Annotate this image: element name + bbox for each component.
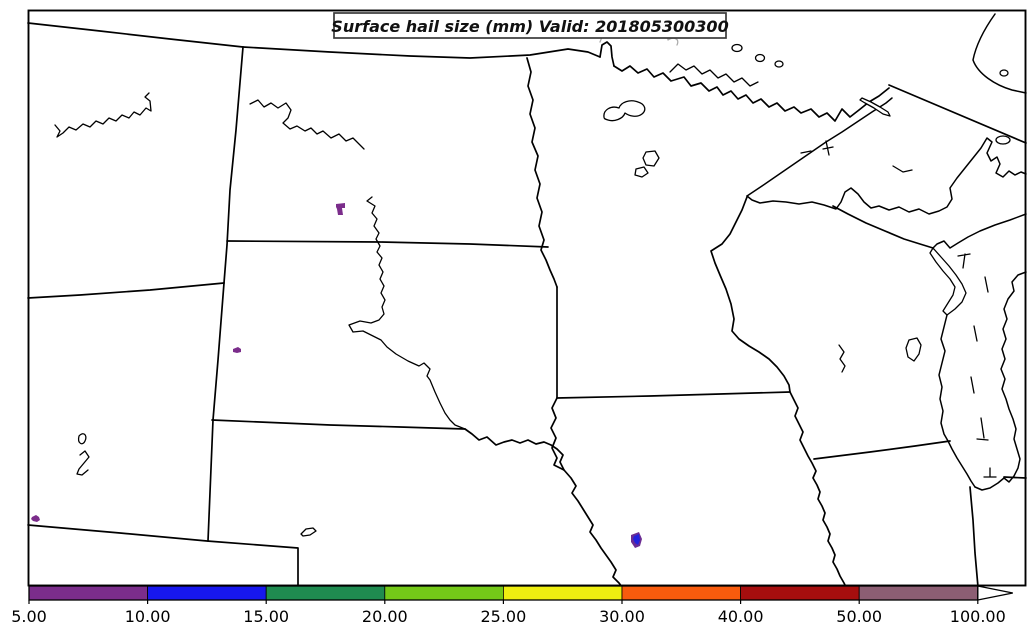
colorbar-segment <box>28 585 148 601</box>
nebraska-small-lake <box>300 527 317 537</box>
border-canada-montana <box>27 22 244 48</box>
border-illinois-indiana <box>969 486 979 588</box>
border-northwest-angle <box>599 41 615 67</box>
border-mississippi-iowa-east <box>789 391 847 588</box>
michipicoten-island <box>995 135 1011 145</box>
lake-michigan-south-tip <box>974 477 1005 491</box>
mille-lacs-lake <box>642 150 660 167</box>
border-canada-minnesota-lakes <box>613 65 890 122</box>
title-box: Surface hail size (mm) Valid: 2018053003… <box>331 12 729 39</box>
colorbar-segment <box>502 585 623 601</box>
colorbar-segment <box>740 585 860 601</box>
colorbar-tick-label: 100.00 <box>950 607 1006 626</box>
lake-oahe-missouri-river <box>348 196 466 430</box>
hail-points <box>31 203 642 548</box>
hail-speck-south-dakota <box>233 347 241 353</box>
colorbar-tick-label: 15.00 <box>243 607 289 626</box>
border-indiana-michigan <box>1003 476 1027 479</box>
fort-peck-lake <box>54 92 152 138</box>
colorbar-tick-label: 50.00 <box>836 607 882 626</box>
canada-lake-blob-1 <box>731 43 743 53</box>
colorbar-segment <box>265 585 386 601</box>
border-colorado-nebraska <box>27 524 299 586</box>
canada-lake-blob-2 <box>754 53 766 63</box>
colorbar-tick-label: 30.00 <box>599 607 645 626</box>
colorbar-tick-label: 25.00 <box>480 607 526 626</box>
border-north-south-dakota <box>226 240 549 248</box>
colorbar: 5.00 10.00 15.00 20.00 25.00 30.00 40.00 50.00 1… <box>11 585 1013 626</box>
colorbar-segment <box>858 585 979 601</box>
superior-island-dashes <box>800 140 913 173</box>
lake-michigan-east-shore <box>1000 271 1027 483</box>
rainy-lake-squiggle <box>669 63 759 87</box>
green-bay <box>929 247 967 316</box>
border-red-river <box>526 57 558 288</box>
wyoming-river-squiggles <box>76 433 90 476</box>
title-box-background <box>333 12 727 39</box>
wisconsin-river-squiggle <box>838 344 846 373</box>
border-minnesota-wisconsin <box>710 196 791 393</box>
border-canada-north-dakota <box>242 46 601 59</box>
canada-lake-blob-3 <box>774 60 784 68</box>
state-borders <box>27 22 1027 588</box>
border-wisconsin-illinois <box>813 440 951 460</box>
map-title: Surface hail size (mm) Valid: 2018053003… <box>331 17 728 36</box>
border-big-sioux-river <box>550 397 565 471</box>
colorbar-segment <box>384 585 504 601</box>
upper-peninsula-south-shore <box>932 213 1027 249</box>
border-minnesota-iowa <box>556 391 791 399</box>
colorbar-tick-label: 10.00 <box>125 607 171 626</box>
border-wyoming-east <box>207 282 225 542</box>
canada-lake-blob-4 <box>999 69 1009 77</box>
hail-speck-iowa-inner <box>633 534 640 545</box>
lake-superior-south-shore <box>746 137 1027 215</box>
lake-michigan-west-shore <box>938 314 976 488</box>
water-features <box>54 13 1027 537</box>
isle-royale <box>859 97 891 117</box>
lake-michigan-boundary-dashes <box>970 276 997 478</box>
minnesota-small-lake <box>634 166 649 178</box>
border-lake-superior-boundary <box>888 84 1027 144</box>
hail-speck-north-dakota <box>336 203 345 215</box>
border-wisconsin-michigan <box>832 205 934 249</box>
colorbar-tick-label: 20.00 <box>362 607 408 626</box>
border-south-dakota-nebraska <box>211 419 466 430</box>
lake-nipigon-shore <box>972 13 1027 94</box>
colorbar-tick-label: 5.00 <box>11 607 47 626</box>
bay-de-noc-mark <box>957 253 971 269</box>
border-nebraska-iowa-river <box>563 469 623 588</box>
colorbar-segment <box>621 585 741 601</box>
colorbar-segment <box>147 585 267 601</box>
border-montana-north-dakota <box>223 46 244 284</box>
colorbar-tick-label: 40.00 <box>718 607 764 626</box>
border-montana-wyoming <box>27 282 225 299</box>
lake-sakakawea <box>249 99 365 150</box>
hail-speck-wyoming-nebraska-border <box>31 515 40 522</box>
border-nebraska-missouri-river <box>464 428 565 471</box>
red-lakes <box>603 100 646 122</box>
lake-winnebago <box>905 337 922 362</box>
